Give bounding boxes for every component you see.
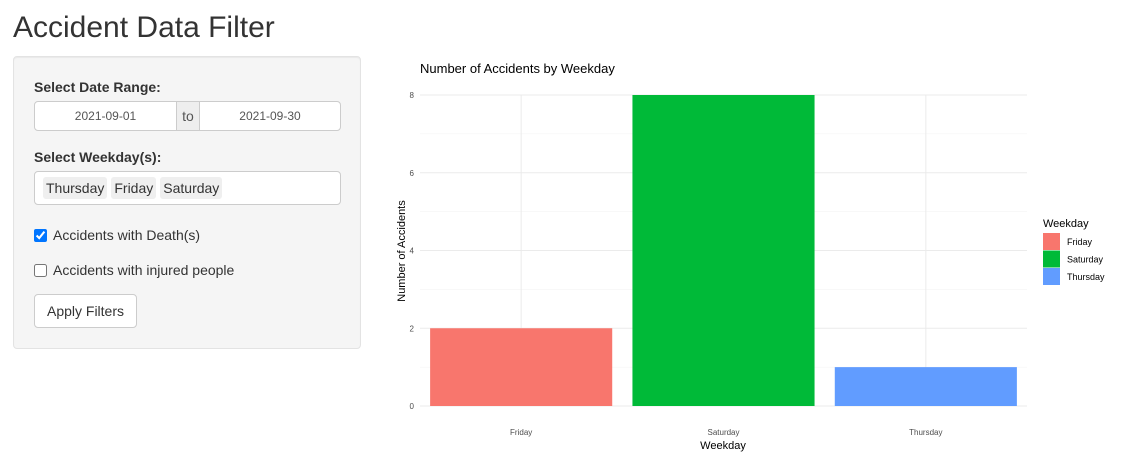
y-tick-label: 4 bbox=[410, 247, 415, 256]
y-tick-label: 0 bbox=[410, 402, 415, 411]
weekday-select-label: Select Weekday(s): bbox=[34, 149, 162, 165]
deaths-checkbox-row[interactable]: Accidents with Death(s) bbox=[34, 227, 200, 243]
x-axis-title: Weekday bbox=[700, 440, 746, 452]
start-date-input[interactable] bbox=[34, 101, 177, 131]
legend-title: Weekday bbox=[1043, 218, 1089, 230]
legend-swatch-saturday bbox=[1043, 250, 1060, 268]
weekday-chip-friday[interactable]: Friday bbox=[111, 177, 157, 199]
weekday-chip-thursday[interactable]: Thursday bbox=[43, 177, 108, 199]
weekday-select[interactable]: Thursday Friday Saturday bbox=[34, 171, 341, 205]
y-tick-label: 8 bbox=[410, 91, 415, 100]
x-tick-label: Friday bbox=[510, 428, 532, 437]
filter-panel: Select Date Range: to Select Weekday(s):… bbox=[13, 56, 361, 349]
date-range-input: to bbox=[34, 101, 341, 131]
apply-filters-button[interactable]: Apply Filters bbox=[34, 294, 137, 328]
date-range-label: Select Date Range: bbox=[34, 79, 161, 95]
legend-swatch-thursday bbox=[1043, 268, 1060, 285]
y-axis-title: Number of Accidents bbox=[396, 200, 408, 302]
y-tick-label: 2 bbox=[410, 324, 415, 333]
legend-label-thursday: Thursday bbox=[1067, 272, 1105, 282]
date-range-separator: to bbox=[177, 101, 199, 131]
deaths-checkbox[interactable] bbox=[34, 228, 47, 242]
chart-title: Number of Accidents by Weekday bbox=[420, 61, 615, 76]
legend-label-saturday: Saturday bbox=[1067, 255, 1104, 265]
bar-thursday bbox=[834, 367, 1017, 406]
weekday-chip-saturday[interactable]: Saturday bbox=[160, 177, 223, 199]
x-tick-label: Saturday bbox=[707, 428, 739, 437]
accidents-by-weekday-chart: 0 2 4 6 8 Friday Saturday Thursday Number of Ac… bbox=[396, 61, 1105, 452]
page-title: Accident Data Filter bbox=[13, 11, 275, 44]
deaths-checkbox-label: Accidents with Death(s) bbox=[53, 227, 201, 243]
y-tick-label: 6 bbox=[410, 169, 415, 178]
bar-saturday bbox=[632, 95, 815, 406]
bar-friday bbox=[430, 328, 613, 406]
injured-checkbox-label: Accidents with injured people bbox=[53, 262, 235, 278]
legend-label-friday: Friday bbox=[1067, 237, 1093, 247]
injured-checkbox[interactable] bbox=[34, 263, 47, 277]
end-date-input[interactable] bbox=[199, 101, 341, 131]
injured-checkbox-row[interactable]: Accidents with injured people bbox=[34, 262, 234, 278]
legend-swatch-friday bbox=[1043, 233, 1060, 250]
x-tick-label: Thursday bbox=[909, 428, 942, 437]
